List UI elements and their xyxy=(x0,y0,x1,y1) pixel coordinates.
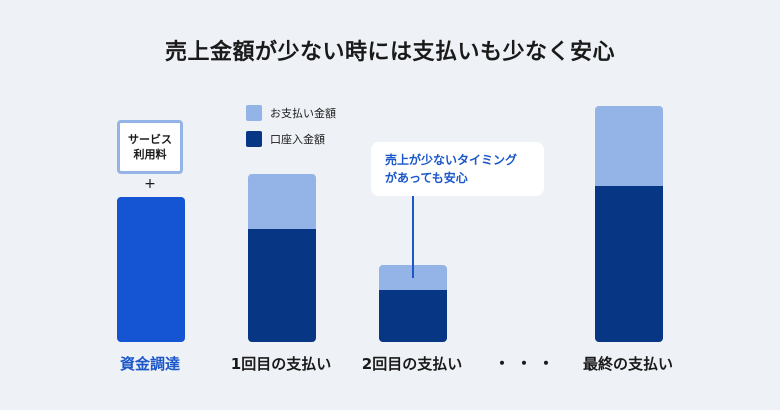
x-label-first-payment: 1回目の支払い xyxy=(230,355,332,373)
plus-sign: + xyxy=(144,176,156,192)
chart-title: 売上金額が少ない時には支払いも少なく安心 xyxy=(164,40,615,65)
service-fee-line2: 利用料 xyxy=(133,148,167,161)
x-label-second-payment: 2回目の支払い xyxy=(361,355,463,373)
legend-item-account-deposit: 口座入金額 xyxy=(246,130,336,148)
bar-final-payment xyxy=(595,106,663,342)
bar-segment-deposit-second-payment xyxy=(379,290,447,342)
callout-line2: があっても安心 xyxy=(385,171,468,185)
legend-swatch-account-deposit xyxy=(246,131,262,147)
legend-swatch-payment xyxy=(246,105,262,121)
legend: お支払い金額 口座入金額 xyxy=(246,104,336,156)
bar-segment-deposit-final-payment xyxy=(595,186,663,342)
bar-segment-payment-final-payment xyxy=(595,106,663,186)
service-fee-line1: サービス xyxy=(128,133,172,146)
bar-segment-payment-first-payment xyxy=(248,174,316,229)
legend-label-account-deposit: 口座入金額 xyxy=(270,133,325,146)
x-label-final-payment: 最終の支払い xyxy=(582,355,673,373)
bar-segment-deposit-first-payment xyxy=(248,229,316,342)
callout-pointer-line xyxy=(412,196,414,278)
bar-funding xyxy=(117,197,185,342)
x-label-funding: 資金調達 xyxy=(119,355,180,373)
legend-label-payment: お支払い金額 xyxy=(270,107,336,120)
legend-item-payment: お支払い金額 xyxy=(246,104,336,122)
callout-line1: 売上が少ないタイミング xyxy=(385,153,518,167)
bar-segment-funding xyxy=(117,197,185,342)
service-fee-box: サービス 利用料 xyxy=(117,120,183,174)
bar-first-payment xyxy=(248,174,316,342)
callout-box: 売上が少ないタイミング があっても安心 xyxy=(371,142,544,196)
ellipsis: ・・・ xyxy=(494,354,561,373)
